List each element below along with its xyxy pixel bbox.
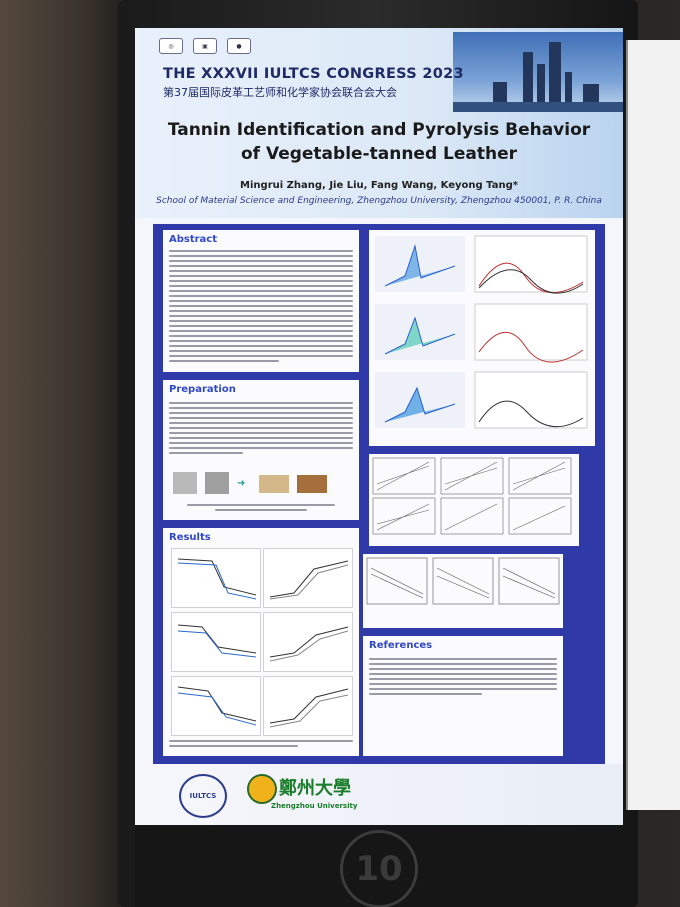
poster-body: Abstract Preparation [153,224,605,764]
references-heading: References [369,640,433,651]
stand-number: 10 [340,830,418,907]
authors: Mingrui Zhang, Jie Liu, Fang Wang, Keyon… [240,180,518,191]
tg-chart-f [263,676,353,736]
iultcs-footer-logo: IULTCS [179,774,227,818]
leather-samples-figure: ➜ [173,472,349,496]
references-text [369,658,557,698]
tg-ftir-ms-figure [369,230,595,446]
abstract-box: Abstract [163,230,359,372]
results-box: Results [163,528,359,756]
seal-logo-icon: ● [227,38,251,54]
university-name-en: Zhengzhou University [271,802,358,810]
affiliation: School of Material Science and Engineeri… [156,196,602,206]
abstract-heading: Abstract [169,234,218,245]
preparation-text [169,402,353,457]
preparation-caption [169,504,353,514]
poster-title-line1: Tannin Identification and Pyrolysis Beha… [167,120,591,140]
header-logos: ◎ ▣ ● [159,38,251,54]
preparation-heading: Preparation [169,384,236,395]
preparation-box: Preparation ➜ [163,380,359,520]
zzu-emblem-icon [247,774,277,804]
congress-title-cn: 第37届国际皮革工艺师和化学家协会联合会大会 [163,86,397,99]
adjacent-poster-edge [626,40,680,810]
poster-footer: IULTCS 鄭州大學 Zhengzhou University [135,764,623,825]
poster-title-line2: of Vegetable-tanned Leather [240,144,518,164]
tg-chart-b [263,548,353,608]
tg-chart-c [171,612,261,672]
kinetics-figure [369,454,579,546]
poster-header: ◎ ▣ ● THE XXXVII IULTCS CONGRESS 2023 第3… [135,28,623,218]
wall [0,0,120,907]
city-skyline-image [453,32,623,112]
tg-chart-a [171,548,261,608]
ftir-3d-plots [375,235,588,429]
results-caption [169,740,353,750]
poster-screen: ◎ ▣ ● THE XXXVII IULTCS CONGRESS 2023 第3… [135,28,623,825]
university-name-cn: 鄭州大學 [279,778,351,799]
results-heading: Results [169,532,211,543]
society-logo-icon: ▣ [193,38,217,54]
iultcs-logo-icon: ◎ [159,38,183,54]
tg-chart-e [171,676,261,736]
references-box: References [363,636,563,756]
tg-chart-d [263,612,353,672]
thermodynamics-figure [363,554,563,628]
abstract-text [169,250,353,365]
congress-title: THE XXXVII IULTCS CONGRESS 2023 [163,66,464,82]
